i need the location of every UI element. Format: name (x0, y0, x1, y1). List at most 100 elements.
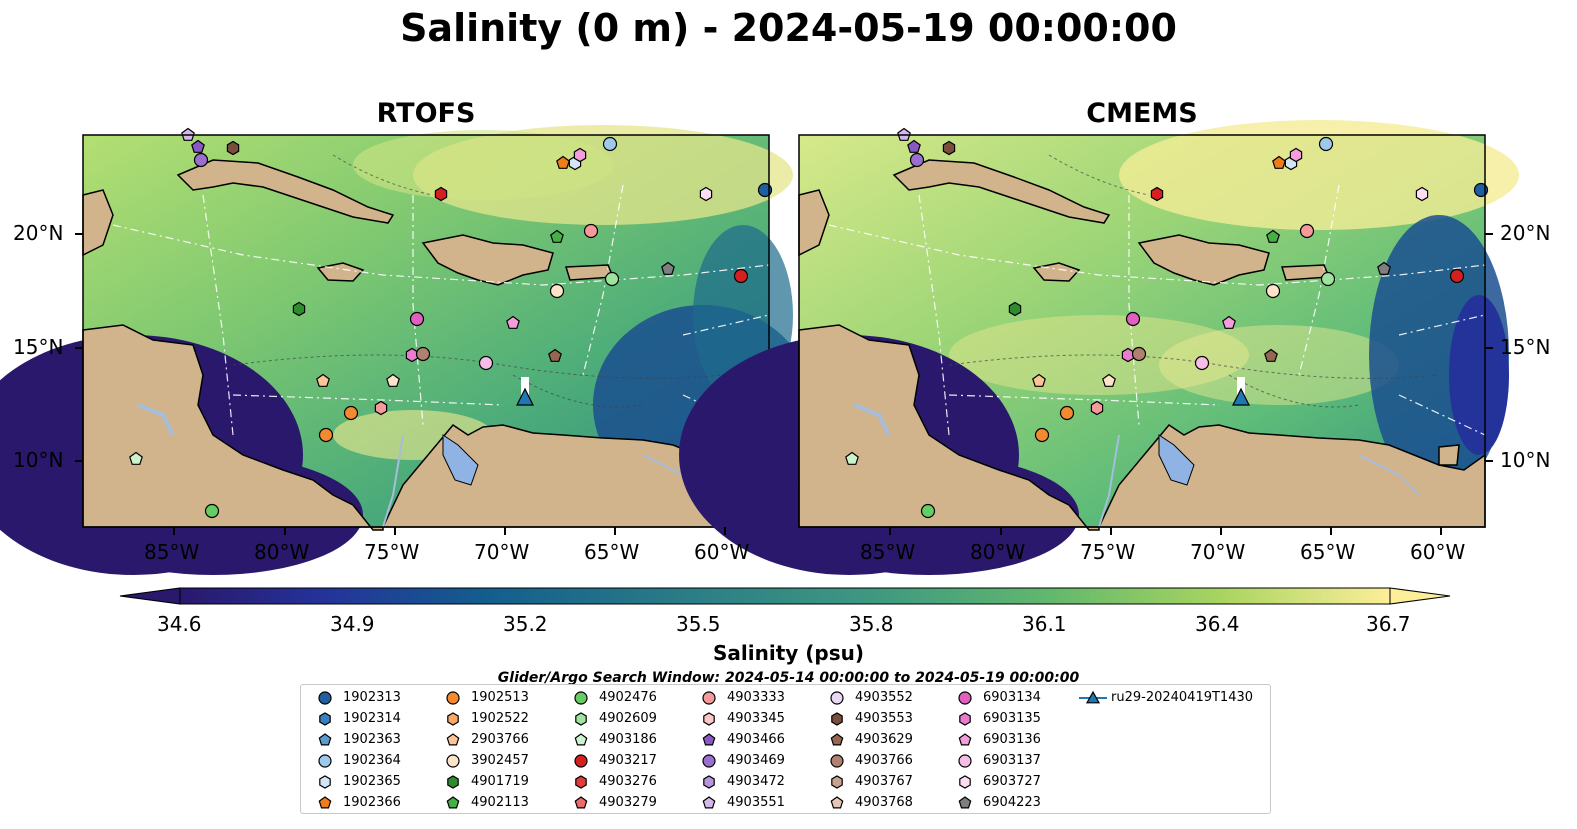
float-marker (1272, 155, 1286, 169)
float-marker (1034, 427, 1050, 443)
lon-tick: 80°W (970, 540, 1026, 564)
float-marker (415, 346, 431, 362)
float-marker (845, 451, 859, 465)
legend-marker-icon (574, 754, 588, 768)
legend-label: 1902313 (343, 690, 401, 705)
lat-tick: 15°N (1500, 335, 1551, 359)
legend-marker-icon (702, 691, 716, 705)
float-marker (434, 186, 448, 202)
legend-marker-icon (958, 796, 972, 809)
float-marker (661, 261, 675, 275)
legend-marker-icon (702, 796, 716, 809)
legend-label: 4903279 (599, 795, 657, 810)
float-marker (907, 139, 921, 153)
float-marker (1121, 347, 1135, 363)
legend-marker-icon (830, 733, 844, 746)
legend-label: 4903767 (855, 774, 913, 789)
legend-marker-icon (703, 712, 715, 726)
legend-marker-icon (959, 712, 971, 726)
legend-marker-icon (703, 775, 715, 789)
legend-marker-icon (446, 691, 460, 705)
legend-label: 4903466 (727, 732, 785, 747)
legend-marker-icon (830, 754, 844, 768)
float-marker (1150, 186, 1164, 202)
legend-label: 6903134 (983, 690, 1041, 705)
lat-tick: 20°N (13, 221, 64, 245)
float-marker (1265, 283, 1281, 299)
float-marker (1318, 136, 1334, 152)
float-marker (516, 387, 534, 406)
legend-marker-icon (830, 691, 844, 705)
lake-maracaibo (442, 434, 479, 486)
legend-marker-icon (831, 712, 843, 726)
float-marker (1194, 355, 1210, 371)
lon-tick: 65°W (584, 540, 640, 564)
legend-marker-icon (446, 733, 460, 746)
legend-label: 4902609 (599, 711, 657, 726)
float-marker (1264, 348, 1278, 362)
legend-label: ru29-20240419T1430 (1111, 690, 1254, 705)
legend-label: 6903727 (983, 774, 1041, 789)
legend-marker-icon (446, 754, 460, 768)
float-marker (699, 186, 713, 202)
legend-label: 4903276 (599, 774, 657, 789)
legend-marker-icon (575, 712, 587, 726)
legend-label: 4903553 (855, 711, 913, 726)
legend-marker-icon (446, 796, 460, 809)
lon-tick: 80°W (254, 540, 310, 564)
legend-marker-icon (447, 775, 459, 789)
float-marker (1320, 271, 1336, 287)
legend-marker-icon (319, 775, 331, 789)
float-marker (191, 139, 205, 153)
legend-marker-icon (830, 796, 844, 809)
legend-label: 1902314 (343, 711, 401, 726)
lon-tick: 85°W (144, 540, 200, 564)
colorbar-tick: 34.9 (330, 612, 375, 636)
legend-marker-icon (574, 733, 588, 746)
legend-marker-icon (702, 733, 716, 746)
float-marker (506, 315, 520, 329)
lat-tick: 20°N (1500, 221, 1551, 245)
legend-label: 1902364 (343, 753, 401, 768)
lon-tick: 75°W (364, 540, 420, 564)
legend-label: 4903768 (855, 795, 913, 810)
float-marker (1059, 405, 1075, 421)
lon-tick: 70°W (474, 540, 530, 564)
float-marker (1377, 261, 1391, 275)
colorbar-tick: 34.6 (157, 612, 202, 636)
legend-marker-icon (318, 733, 332, 746)
float-marker (204, 503, 220, 519)
float-marker (550, 229, 564, 243)
colorbar-tick: 36.1 (1022, 612, 1067, 636)
legend-marker-icon (958, 733, 972, 746)
float-marker (920, 503, 936, 519)
float-marker (1008, 301, 1022, 317)
legend-label: 4901719 (471, 774, 529, 789)
float-marker (1032, 373, 1046, 387)
legend-label: 4903552 (855, 690, 913, 705)
legend-label: 6904223 (983, 795, 1041, 810)
legend-label: 1902365 (343, 774, 401, 789)
float-marker (405, 347, 419, 363)
legend-label: 4902476 (599, 690, 657, 705)
colorbar-tick: 36.4 (1195, 612, 1240, 636)
legend-label: 6903137 (983, 753, 1041, 768)
legend-marker-icon (958, 754, 972, 768)
legend-label: 1902522 (471, 711, 529, 726)
legend-marker-icon (318, 691, 332, 705)
float-marker (129, 451, 143, 465)
legend-label: 4903766 (855, 753, 913, 768)
float-marker (1102, 373, 1116, 387)
legend-label: 4903472 (727, 774, 785, 789)
float-marker (316, 373, 330, 387)
float-markers-cmems (845, 127, 1489, 519)
float-marker (583, 223, 599, 239)
legend-marker-icon (319, 712, 331, 726)
search-window-note: Glider/Argo Search Window: 2024-05-14 00… (497, 670, 1080, 686)
float-marker (374, 400, 388, 416)
float-marker (409, 311, 425, 327)
map-panels (0, 120, 1519, 575)
float-marker (549, 283, 565, 299)
lat-tick: 15°N (13, 335, 64, 359)
float-marker (1125, 311, 1141, 327)
